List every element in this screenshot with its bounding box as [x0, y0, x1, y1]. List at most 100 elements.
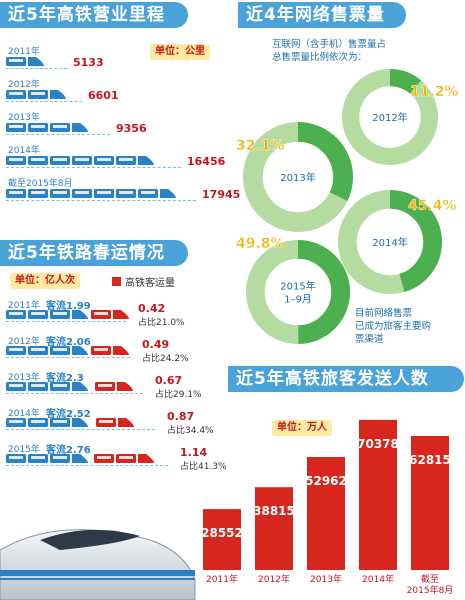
mileage-train-bar: [6, 156, 154, 165]
spring-track: [6, 321, 126, 322]
tickets-note-line3: 票渠道: [355, 334, 384, 345]
passengers-category-label: 2012年: [258, 573, 290, 585]
mileage-track: [6, 200, 196, 201]
spring-hsr-value: 1.14: [180, 446, 208, 459]
tickets-percent-label: 45.4%: [408, 198, 457, 214]
spring-year-label: 2015年: [8, 445, 40, 455]
tickets-donut: 2014年 45.4%: [338, 190, 457, 294]
spring-track: [6, 357, 130, 358]
spring-title: 近5年铁路春运情况: [0, 240, 188, 266]
spring-total-train-bar: [6, 310, 88, 319]
tickets-year-label: 2015年: [280, 280, 315, 293]
tickets-donut-slice: [338, 190, 442, 294]
passengers-bar: [411, 435, 449, 570]
mileage-value-label: 6601: [88, 89, 119, 102]
tickets-percent-label: 32.1%: [236, 138, 285, 154]
bullet-train-illustration: [0, 529, 196, 600]
mileage-chart: 2011年 5133 2012年 6601 2013年 9356 2014年 16456 截至2…: [0, 34, 240, 214]
tickets-donut-slice: [246, 240, 350, 344]
passengers-bar: [255, 487, 293, 570]
mileage-value-label: 16456: [187, 155, 226, 168]
mileage-year-label: 2014年: [8, 146, 40, 156]
tickets-note-line2: 已成为旅客主要购: [355, 321, 432, 332]
spring-total-label: 客流1.99: [46, 301, 91, 312]
spring-year-label: 2011年: [8, 301, 40, 311]
tickets-donut-slice: [341, 68, 439, 166]
passengers-value-label: 52962: [305, 474, 347, 488]
mileage-title: 近5年高铁营业里程: [0, 2, 188, 28]
spring-total-train-bar: [6, 418, 88, 427]
tickets-title: 近4年网络售票量: [238, 2, 406, 28]
passengers-bar: [307, 457, 345, 570]
passengers-bar: [203, 509, 241, 570]
passengers-bar: [359, 419, 397, 570]
tickets-caption-line1: 互联网（含手机）售票量占: [272, 39, 387, 50]
passengers-title: 近5年高铁旅客发送人数: [228, 366, 464, 392]
tickets-year-label: 1–9月: [284, 294, 312, 306]
tickets-year-label: 2012年: [372, 111, 407, 124]
mileage-train-bar: [6, 90, 66, 99]
passengers-value-label: 38815: [253, 504, 295, 518]
passengers-category-label: 2015年8月: [407, 584, 454, 596]
passengers-value-label: 28552: [201, 526, 243, 540]
spring-track: [6, 393, 143, 394]
tickets-donut-slice: [243, 122, 353, 232]
mileage-value-label: 17945: [202, 188, 241, 201]
passengers-category-label: 2014年: [362, 573, 394, 585]
mileage-track: [6, 101, 82, 102]
spring-hsr-value: 0.49: [142, 338, 170, 351]
mileage-unit: 单位：公里: [150, 44, 210, 60]
spring-hsr-value: 0.87: [167, 410, 195, 423]
spring-unit: 单位：亿人次: [10, 273, 80, 289]
spring-track: [6, 465, 168, 466]
spring-total-label: 客流2.06: [46, 337, 91, 348]
spring-hsr-train-bar: [91, 310, 129, 319]
spring-share-label: 占比24.2%: [142, 354, 189, 364]
spring-share-label: 占比41.3%: [180, 462, 227, 472]
tickets-note-line1: 目前网络售票: [355, 308, 413, 319]
spring-total-train-bar: [6, 346, 88, 355]
spring-hsr-train-bar: [96, 418, 134, 427]
passengers-category-label: 2013年: [310, 573, 342, 585]
spring-hsr-value: 0.67: [155, 374, 183, 387]
spring-year-label: 2013年: [8, 373, 40, 383]
mileage-year-label: 2011年: [8, 47, 40, 57]
mileage-value-label: 9356: [116, 122, 147, 135]
passengers-value-label: 70378: [357, 437, 399, 451]
mileage-track: [6, 68, 67, 69]
tickets-percent-label: 49.8%: [236, 236, 285, 252]
spring-hsr-train-bar: [95, 382, 133, 391]
spring-hsr-value: 0.42: [138, 302, 166, 315]
spring-year-label: 2014年: [8, 409, 40, 419]
passengers-category-label: 截至: [421, 573, 439, 585]
spring-share-label: 占比21.0%: [138, 318, 185, 328]
mileage-train-bar: [6, 123, 88, 132]
spring-share-label: 占比29.1%: [155, 390, 202, 400]
spring-total-label: 客流2.3: [46, 373, 84, 384]
spring-total-label: 客流2.52: [46, 409, 91, 420]
mileage-year-label: 截至2015年8月: [8, 179, 73, 189]
spring-legend-swatch: [112, 277, 121, 286]
passengers-unit: 单位：万人: [272, 420, 332, 436]
tickets-caption-line2: 总售票量比例依次为：: [272, 52, 368, 63]
spring-share-label: 占比34.4%: [167, 426, 214, 436]
spring-track: [6, 429, 155, 430]
spring-total-train-bar: [6, 382, 88, 391]
passengers-bar-chart: 28552 2011年 38815 2012年 52962 2013年 70378 2014年…: [201, 419, 454, 596]
spring-hsr-train-bar: [91, 346, 129, 355]
mileage-value-label: 5133: [73, 56, 104, 69]
tickets-year-label: 2014年: [372, 236, 407, 249]
spring-total-train-bar: [6, 454, 88, 463]
spring-chart: 2011年 客流1.99 0.42 占比21.0% 2012年 客流2.06 0.49 占比2…: [0, 292, 232, 482]
mileage-train-bar: [6, 57, 44, 66]
mileage-year-label: 2013年: [8, 113, 40, 123]
mileage-train-bar: [6, 189, 176, 198]
tickets-donut: 2013年 32.1%: [236, 122, 353, 232]
spring-total-label: 客流2.76: [46, 445, 91, 456]
tickets-year-label: 2013年: [280, 171, 315, 184]
passengers-category-label: 2011年: [206, 573, 238, 585]
passengers-value-label: 62815: [409, 453, 451, 467]
tickets-percent-label: 11.2%: [410, 84, 459, 100]
